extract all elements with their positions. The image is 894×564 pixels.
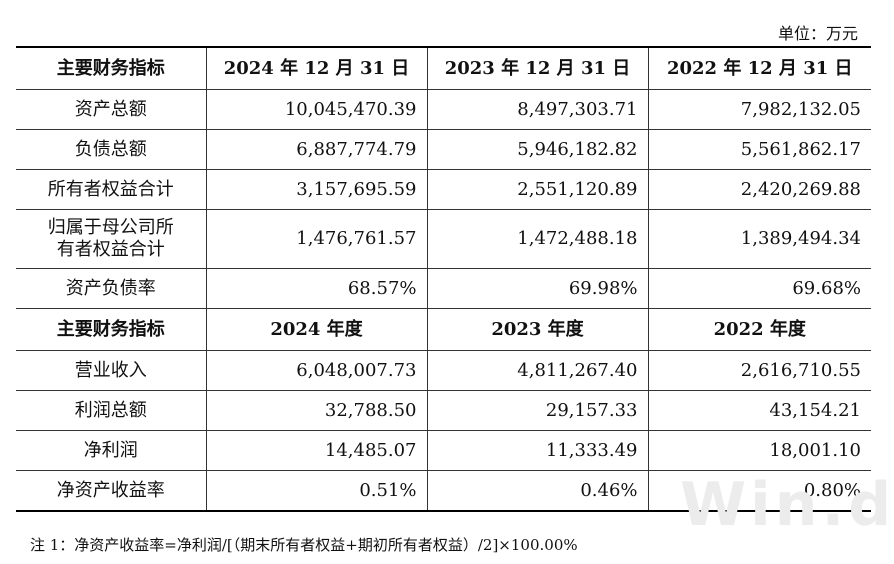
table-row: 营业收入 6,048,007.73 4,811,267.40 2,616,710… — [16, 350, 871, 391]
row-label: 净资产收益率 — [16, 470, 207, 511]
table-header-row: 主要财务指标 2024 年 12 月 31 日 2023 年 12 月 31 日… — [16, 47, 871, 90]
cell-value: 0.46% — [426, 470, 649, 511]
cell-value: 43,154.21 — [647, 390, 871, 431]
table-row: 所有者权益合计 3,157,695.59 2,551,120.89 2,420,… — [16, 169, 871, 210]
table-row: 利润总额 32,788.50 29,157.33 43,154.21 — [16, 390, 871, 431]
row-label: 资产负债率 — [16, 268, 207, 309]
header-col: 2024 年度 — [205, 308, 428, 351]
cell-value: 4,811,267.40 — [426, 350, 649, 391]
cell-value: 14,485.07 — [205, 430, 428, 471]
row-label: 资产总额 — [16, 89, 207, 130]
cell-value: 8,497,303.71 — [426, 89, 649, 130]
table-row: 负债总额 6,887,774.79 5,946,182.82 5,561,862… — [16, 129, 871, 170]
header-label: 主要财务指标 — [16, 308, 207, 351]
cell-value: 2,616,710.55 — [647, 350, 871, 391]
row-label: 利润总额 — [16, 390, 207, 431]
footnote: 注 1：净资产收益率=净利润/[（期末所有者权益+期初所有者权益）/2]×100… — [30, 536, 578, 554]
header-col: 2022 年 12 月 31 日 — [647, 47, 871, 90]
row-label: 营业收入 — [16, 350, 207, 391]
header-label: 主要财务指标 — [16, 47, 207, 90]
cell-value: 5,561,862.17 — [647, 129, 871, 170]
cell-value: 5,946,182.82 — [426, 129, 649, 170]
unit-label: 单位：万元 — [777, 24, 858, 43]
cell-value: 1,472,488.18 — [426, 209, 649, 269]
cell-value: 2,420,269.88 — [647, 169, 871, 210]
row-label: 净利润 — [16, 430, 207, 471]
cell-value: 1,389,494.34 — [647, 209, 871, 269]
cell-value: 7,982,132.05 — [647, 89, 871, 130]
cell-value: 69.68% — [647, 268, 871, 309]
table-row: 资产负债率 68.57% 69.98% 69.68% — [16, 268, 871, 309]
header-col: 2023 年 12 月 31 日 — [426, 47, 649, 90]
table-row: 资产总额 10,045,470.39 8,497,303.71 7,982,13… — [16, 89, 871, 130]
header-col: 2023 年度 — [426, 308, 649, 351]
cell-value: 18,001.10 — [647, 430, 871, 471]
row-label-line: 归属于母公司所 — [47, 217, 174, 238]
header-col: 2022 年度 — [647, 308, 871, 351]
cell-value: 68.57% — [205, 268, 428, 309]
cell-value: 2,551,120.89 — [426, 169, 649, 210]
table-row: 净利润 14,485.07 11,333.49 18,001.10 — [16, 430, 871, 471]
table-header-row: 主要财务指标 2024 年度 2023 年度 2022 年度 — [16, 308, 871, 351]
cell-value: 0.80% — [647, 470, 871, 511]
cell-value: 0.51% — [205, 470, 428, 511]
financial-indicators-table: 主要财务指标 2024 年 12 月 31 日 2023 年 12 月 31 日… — [16, 46, 871, 512]
financial-table-container: 主要财务指标 2024 年 12 月 31 日 2023 年 12 月 31 日… — [16, 46, 871, 512]
cell-value: 6,887,774.79 — [205, 129, 428, 170]
cell-value: 3,157,695.59 — [205, 169, 428, 210]
header-col: 2024 年 12 月 31 日 — [205, 47, 428, 90]
row-label: 负债总额 — [16, 129, 207, 170]
cell-value: 6,048,007.73 — [205, 350, 428, 391]
row-label: 归属于母公司所 有者权益合计 — [16, 209, 207, 269]
row-label: 所有者权益合计 — [16, 169, 207, 210]
cell-value: 32,788.50 — [205, 390, 428, 431]
row-label-line: 有者权益合计 — [56, 239, 165, 260]
cell-value: 11,333.49 — [426, 430, 649, 471]
table-row: 归属于母公司所 有者权益合计 1,476,761.57 1,472,488.18 … — [16, 209, 871, 269]
cell-value: 29,157.33 — [426, 390, 649, 431]
cell-value: 10,045,470.39 — [205, 89, 428, 130]
cell-value: 69.98% — [426, 268, 649, 309]
cell-value: 1,476,761.57 — [205, 209, 428, 269]
table-row: 净资产收益率 0.51% 0.46% 0.80% — [16, 470, 871, 511]
